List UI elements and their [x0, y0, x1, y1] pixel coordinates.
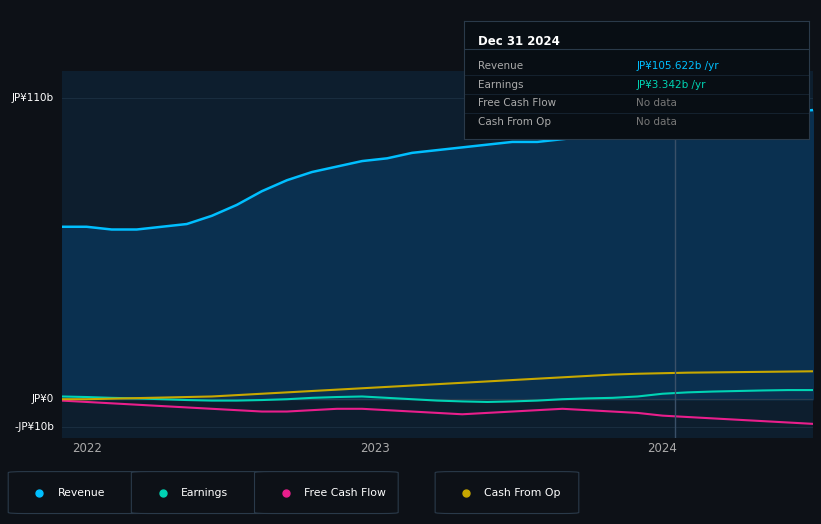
FancyBboxPatch shape	[255, 472, 398, 514]
FancyBboxPatch shape	[435, 472, 579, 514]
Text: 2022: 2022	[71, 442, 102, 455]
Text: Free Cash Flow: Free Cash Flow	[478, 99, 556, 108]
Text: 2024: 2024	[648, 442, 677, 455]
Text: Earnings: Earnings	[181, 487, 227, 498]
Text: JP¥110b: JP¥110b	[12, 93, 54, 103]
Text: 2023: 2023	[360, 442, 389, 455]
Text: Free Cash Flow: Free Cash Flow	[304, 487, 386, 498]
Text: Revenue: Revenue	[478, 61, 523, 71]
Text: Revenue: Revenue	[57, 487, 105, 498]
Text: Earnings: Earnings	[478, 80, 523, 90]
Text: No data: No data	[636, 99, 677, 108]
Text: -JP¥10b: -JP¥10b	[14, 422, 54, 432]
Text: JP¥3.342b /yr: JP¥3.342b /yr	[636, 80, 706, 90]
FancyBboxPatch shape	[8, 472, 152, 514]
Text: JP¥105.622b /yr: JP¥105.622b /yr	[636, 61, 719, 71]
Text: JP¥0: JP¥0	[32, 394, 54, 404]
Text: Past G: Past G	[775, 83, 810, 93]
FancyBboxPatch shape	[131, 472, 275, 514]
Text: Dec 31 2024: Dec 31 2024	[478, 35, 560, 48]
Text: No data: No data	[636, 117, 677, 127]
Text: Cash From Op: Cash From Op	[484, 487, 561, 498]
Text: Cash From Op: Cash From Op	[478, 117, 551, 127]
